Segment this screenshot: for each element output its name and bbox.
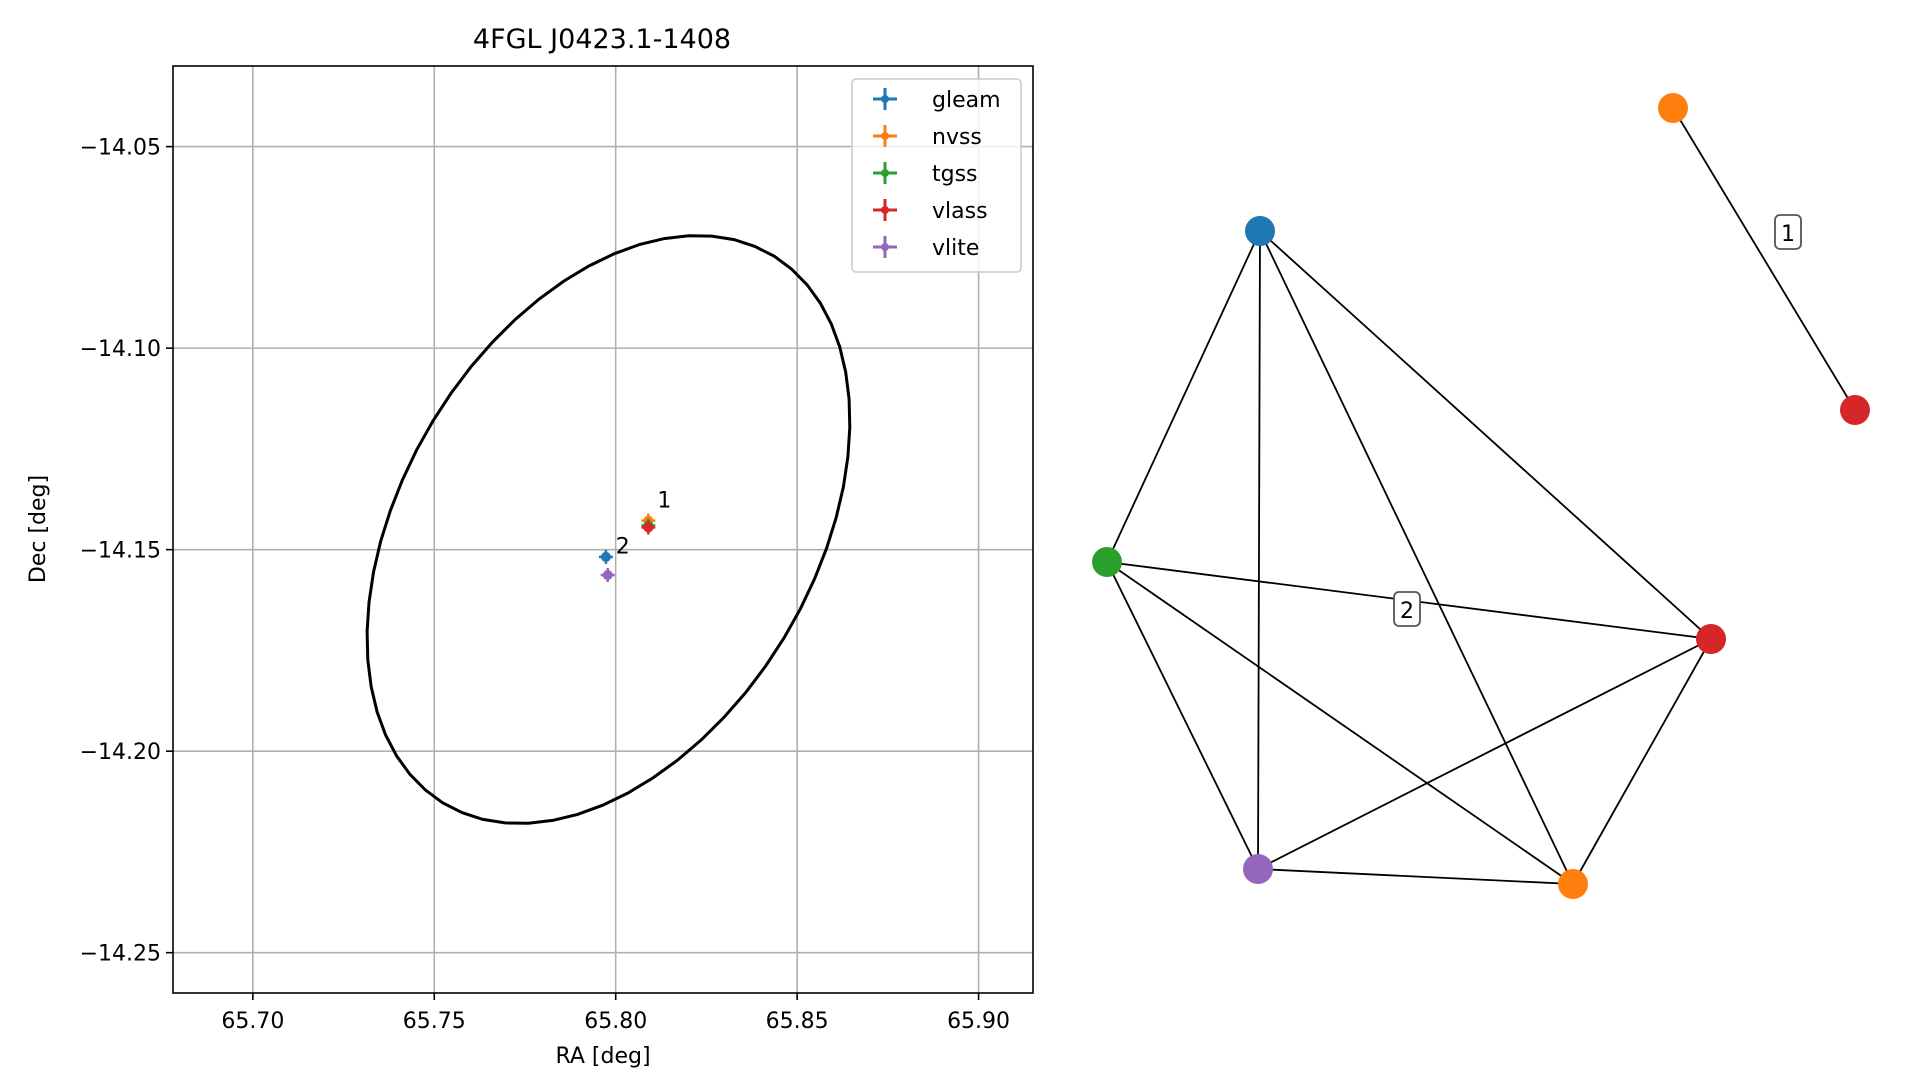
x-tick-label: 65.80 — [584, 1009, 647, 1034]
graph-edge — [1106, 561, 1574, 885]
x-tick-label: 65.85 — [766, 1009, 829, 1034]
data-point-vlass — [641, 520, 656, 535]
data-points — [598, 513, 656, 583]
legend-marker-dot — [881, 95, 889, 103]
y-tick-label: −14.15 — [80, 539, 161, 564]
graph-edge — [1106, 561, 1259, 870]
y-tick-label: −14.10 — [80, 337, 161, 362]
graph-edge-labels: 12 — [1393, 214, 1802, 627]
x-tick-label: 65.70 — [221, 1009, 284, 1034]
graph-node — [1092, 547, 1122, 577]
error-ellipse — [365, 234, 852, 825]
graph-edge-label: 2 — [1393, 591, 1421, 627]
edge-label-box — [1393, 591, 1421, 627]
data-point-gleam — [598, 549, 613, 564]
graph-edge — [1106, 230, 1261, 563]
graph-edge — [1672, 107, 1856, 411]
y-tick-label: −14.05 — [80, 136, 161, 161]
point-annotation: 1 — [657, 488, 671, 513]
graph-edges — [1106, 107, 1856, 885]
x-tick-label: 65.75 — [403, 1009, 466, 1034]
y-tick-label: −14.20 — [80, 740, 161, 765]
plot-frame — [172, 65, 1034, 994]
edge-label-text: 1 — [1781, 222, 1795, 247]
graph-edge — [1259, 230, 1574, 885]
data-point-vlite — [600, 568, 615, 583]
edge-label-text: 2 — [1400, 599, 1414, 624]
legend-label: gleam — [932, 88, 1001, 113]
graph-edge — [1572, 638, 1712, 885]
legend-entry-gleam: gleam — [873, 88, 1001, 113]
legend-label: vlite — [932, 236, 979, 261]
legend-label: nvss — [932, 125, 982, 150]
legend-marker-dot — [881, 169, 889, 177]
graph-edge — [1259, 230, 1712, 640]
graph-node — [1658, 93, 1688, 123]
graph-node — [1696, 624, 1726, 654]
graph-node — [1840, 395, 1870, 425]
graph-node — [1243, 854, 1273, 884]
x-axis-label: RA [deg] — [555, 1044, 650, 1069]
legend-frame — [851, 78, 1022, 273]
legend-label: vlass — [932, 199, 988, 224]
legend-marker-dot — [881, 206, 889, 214]
graph-edge-label: 1 — [1774, 214, 1802, 250]
point-annotations: 12 — [616, 488, 672, 559]
x-tick-label: 65.90 — [947, 1009, 1010, 1034]
graph-node — [1558, 869, 1588, 899]
x-axis-ticks: 65.70 65.75 65.80 65.85 65.90 — [221, 993, 1010, 1034]
graph-node — [1245, 216, 1275, 246]
legend-entry-vlite: vlite — [873, 236, 979, 261]
graph-nodes — [1092, 93, 1870, 899]
legend: gleam nvss tgss vlass vlite — [851, 78, 1022, 273]
graph-edge — [1257, 638, 1712, 870]
y-tick-label: −14.25 — [80, 942, 161, 967]
y-axis-ticks: −14.05 −14.10 −14.15 −14.20 −14.25 — [80, 136, 173, 967]
legend-label: tgss — [932, 162, 978, 187]
legend-entry-nvss: nvss — [873, 125, 982, 150]
plot-title: 4FGL J0423.1-1408 — [473, 24, 731, 55]
legend-marker-dot — [881, 132, 889, 140]
edge-label-box — [1774, 214, 1802, 250]
y-axis-label: Dec [deg] — [26, 475, 51, 583]
legend-entry-vlass: vlass — [873, 199, 988, 224]
legend-marker-dot — [881, 243, 889, 251]
grid — [173, 66, 1033, 993]
point-annotation: 2 — [616, 535, 630, 560]
legend-entry-tgss: tgss — [873, 162, 978, 187]
graph-edge — [1257, 230, 1261, 870]
graph-edge — [1257, 868, 1574, 885]
